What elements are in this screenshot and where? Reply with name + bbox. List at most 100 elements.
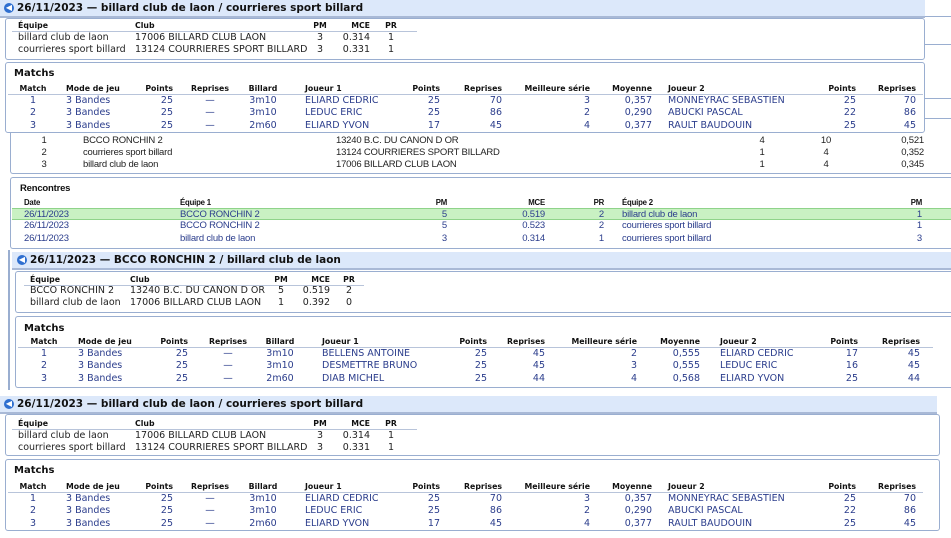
table-cell[interactable]: 0,290	[624, 505, 652, 517]
table-cell[interactable]: 70	[903, 95, 916, 106]
table-cell[interactable]: 2	[630, 348, 637, 359]
table-cell[interactable]: 70	[489, 95, 502, 106]
table-cell[interactable]: 25	[845, 372, 858, 384]
table-cell[interactable]: —	[223, 372, 233, 384]
table-cell[interactable]: 0,377	[624, 517, 652, 529]
table-cell[interactable]: 26/11/2023	[24, 209, 69, 220]
table-cell[interactable]: 3	[441, 232, 447, 244]
table-cell[interactable]: 3m10	[266, 348, 294, 359]
table-cell[interactable]: LEDUC ERIC	[305, 505, 363, 517]
table-cell[interactable]: 25	[427, 95, 440, 106]
team-row[interactable]: courrieres sport billard 13124 COURRIERES…	[0, 442, 951, 454]
table-cell[interactable]: 2	[583, 505, 590, 517]
table-cell[interactable]: —	[205, 95, 215, 106]
table-cell[interactable]: 45	[489, 119, 502, 131]
back-arrow-circle-icon[interactable]: ◀	[17, 255, 27, 265]
table-cell[interactable]: 25	[474, 348, 487, 359]
table-cell[interactable]: 3 Bandes	[66, 517, 111, 529]
table-cell[interactable]: ELIARD YVON	[305, 517, 370, 529]
rencontre-row[interactable]: 26/11/2023 BCCO RONCHIN 2 5 0.519 2 billard c…	[12, 208, 951, 220]
ranking-row[interactable]: 2 courrieres sport billard 13124 COURRIERE…	[0, 147, 951, 159]
table-cell[interactable]: 0,357	[624, 493, 652, 504]
match-row[interactable]: 1 3 Bandes 25 — 3m10 BELLENS ANTOINE 25 45 2 0,55…	[0, 348, 951, 360]
table-cell[interactable]: 3	[630, 360, 637, 372]
table-cell[interactable]: ABUCKI PASCAL	[668, 505, 743, 517]
table-cell[interactable]: 25	[175, 360, 188, 372]
table-cell[interactable]: 25	[160, 95, 173, 106]
table-cell[interactable]: 0,568	[672, 372, 700, 384]
table-cell[interactable]: 86	[903, 505, 916, 517]
table-cell[interactable]: RAULT BAUDOUIN	[668, 517, 753, 529]
match-header-b[interactable]: ◀ 26/11/2023 — BCCO RONCHIN 2 / billard …	[12, 252, 951, 270]
rencontre-row[interactable]: 26/11/2023 billard club de laon 3 0.314 1 cou…	[12, 233, 951, 245]
table-cell[interactable]: 86	[489, 107, 502, 119]
table-cell[interactable]: 3 Bandes	[66, 107, 111, 119]
table-cell[interactable]: 25	[175, 348, 188, 359]
table-cell[interactable]: 0.523	[522, 220, 545, 232]
table-cell[interactable]: 44	[907, 372, 920, 384]
table-cell[interactable]: billard club de laon	[622, 209, 698, 220]
match-row[interactable]: 3 3 Bandes 25 — 2m60 ELIARD YVON 17 45 4 0,377 RAU…	[0, 518, 951, 530]
table-cell[interactable]: 16	[845, 360, 858, 372]
table-cell[interactable]: 1	[916, 220, 922, 232]
match-row[interactable]: 1 3 Bandes 25 — 3m10 ELIARD CEDRIC 25 70 3 0,357 M…	[0, 95, 951, 107]
table-cell[interactable]: —	[205, 119, 215, 131]
table-cell[interactable]: courrieres sport billard	[622, 232, 712, 244]
table-cell[interactable]: 4	[583, 517, 590, 529]
table-cell[interactable]: 22	[843, 505, 856, 517]
table-cell[interactable]: 25	[427, 107, 440, 119]
table-cell[interactable]: 1	[598, 232, 604, 244]
table-cell[interactable]: 70	[903, 493, 916, 504]
table-cell[interactable]: RAULT BAUDOUIN	[668, 119, 753, 131]
table-cell[interactable]: 45	[532, 360, 545, 372]
table-cell[interactable]: 5	[441, 220, 447, 232]
table-cell[interactable]: 70	[489, 493, 502, 504]
table-cell[interactable]: 4	[630, 372, 637, 384]
match-header-a[interactable]: ◀ 26/11/2023 — billard club de laon / co…	[0, 0, 925, 18]
table-cell[interactable]: courrieres sport billard	[622, 220, 712, 232]
table-cell[interactable]: 25	[474, 360, 487, 372]
table-cell[interactable]: 25	[160, 505, 173, 517]
table-cell[interactable]: BCCO RONCHIN 2	[180, 220, 260, 232]
table-cell[interactable]: 2	[29, 107, 37, 119]
table-cell[interactable]: 3m10	[249, 95, 277, 106]
team-row[interactable]: billard club de laon 17006 BILLARD CLUB L…	[0, 430, 951, 442]
table-cell[interactable]: 25	[843, 119, 856, 131]
match-row[interactable]: 2 3 Bandes 25 — 3m10 DESMETTRE BRUNO 25 45 3 0,55…	[0, 360, 951, 372]
table-cell[interactable]: ABUCKI PASCAL	[668, 107, 743, 119]
table-cell[interactable]: 26/11/2023	[24, 232, 69, 244]
table-cell[interactable]: 3 Bandes	[66, 493, 111, 504]
table-cell[interactable]: —	[205, 107, 215, 119]
match-row[interactable]: 3 3 Bandes 25 — 2m60 ELIARD YVON 17 45 4 0,377 RAU…	[0, 120, 951, 132]
table-cell[interactable]: 3m10	[266, 360, 294, 372]
table-cell[interactable]: 17	[427, 119, 440, 131]
match-row[interactable]: 1 3 Bandes 25 — 3m10 ELIARD CEDRIC 25 70 3 0,357 M…	[0, 493, 951, 505]
table-cell[interactable]: 45	[532, 348, 545, 359]
table-cell[interactable]: ELIARD YVON	[720, 372, 785, 384]
table-cell[interactable]: 2m60	[249, 517, 277, 529]
table-cell[interactable]: 1	[29, 493, 37, 504]
table-cell[interactable]: 0.519	[522, 209, 545, 220]
table-cell[interactable]: 25	[160, 119, 173, 131]
table-cell[interactable]: ELIARD YVON	[305, 119, 370, 131]
table-cell[interactable]: —	[205, 493, 215, 504]
table-cell[interactable]: 25	[843, 517, 856, 529]
table-cell[interactable]: 4	[583, 119, 590, 131]
table-cell[interactable]: 2	[583, 107, 590, 119]
team-row[interactable]: courrieres sport billard 13124 COURRIERES…	[0, 44, 951, 56]
table-cell[interactable]: 0,377	[624, 119, 652, 131]
table-cell[interactable]: 3 Bandes	[78, 360, 123, 372]
table-cell[interactable]: 3	[40, 372, 48, 384]
table-cell[interactable]: LEDUC ERIC	[305, 107, 363, 119]
table-cell[interactable]: 2	[29, 505, 37, 517]
table-cell[interactable]: 86	[903, 107, 916, 119]
table-cell[interactable]: ELIARD CEDRIC	[720, 348, 794, 359]
table-cell[interactable]: ELIARD CEDRIC	[305, 493, 379, 504]
table-cell[interactable]: 0,357	[624, 95, 652, 106]
table-cell[interactable]: billard club de laon	[180, 232, 256, 244]
table-cell[interactable]: —	[223, 348, 233, 359]
table-cell[interactable]: DIAB MICHEL	[322, 372, 385, 384]
table-cell[interactable]: 26/11/2023	[24, 220, 69, 232]
table-cell[interactable]: —	[205, 505, 215, 517]
